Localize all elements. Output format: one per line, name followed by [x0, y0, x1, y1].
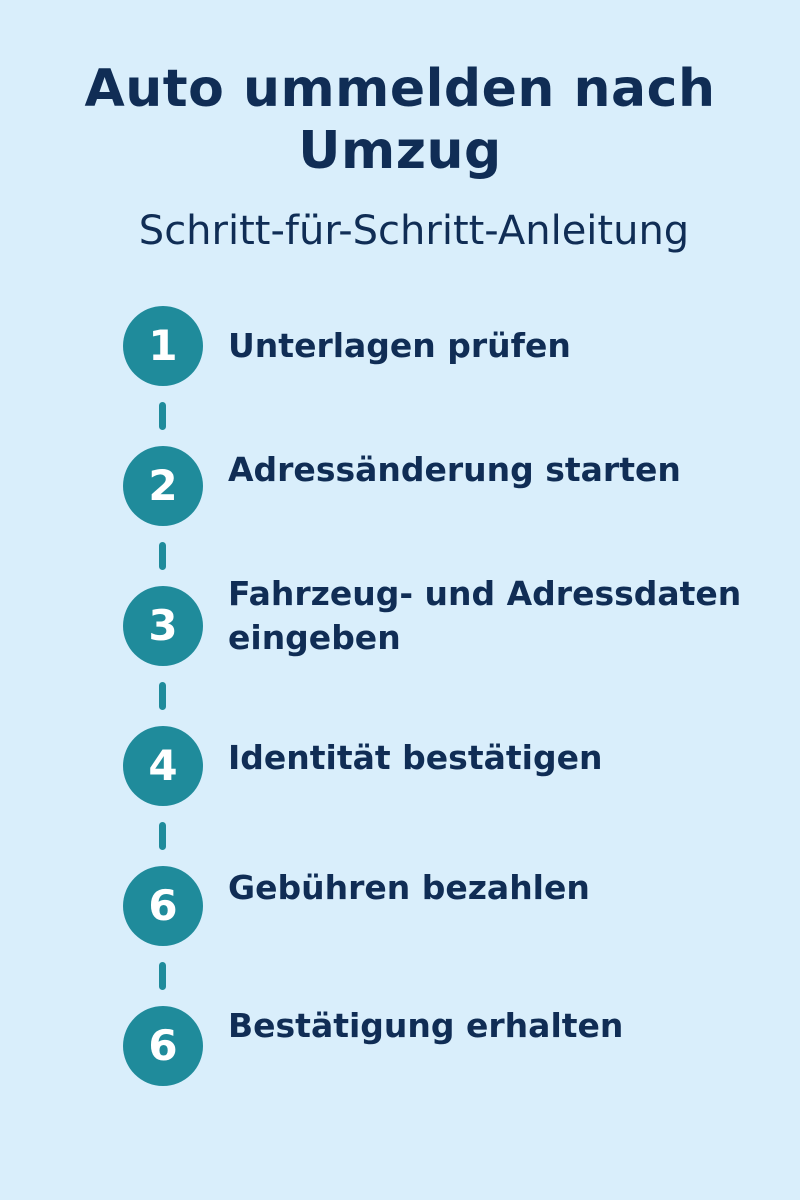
step-label: Identität bestätigen [228, 738, 603, 777]
connector-dash [159, 402, 166, 430]
step-number-badge: 2 [123, 446, 203, 526]
title-line-2: Umzug [298, 121, 502, 181]
connector-dash [159, 542, 166, 570]
title-line-1: Auto ummelden nach [84, 59, 716, 119]
step-6: 6 Bestätigung erhalten [0, 1006, 800, 1086]
step-number-badge: 6 [123, 1006, 203, 1086]
step-label: Adressänderung starten [228, 450, 681, 489]
step-number-badge: 4 [123, 726, 203, 806]
step-label: Fahrzeug- und Adressdaten eingeben [228, 574, 742, 657]
step-label: Gebühren bezahlen [228, 868, 590, 907]
step-2: 2 Adressänderung starten [0, 446, 800, 526]
step-4: 4 Identität bestätigen [0, 726, 800, 806]
connector-dash [159, 822, 166, 850]
step-label: Bestätigung erhalten [228, 1006, 624, 1045]
step-label: Unterlagen prüfen [228, 326, 571, 365]
page-subtitle: Schritt-für-Schritt-Anleitung [138, 208, 690, 254]
step-5: 6 Gebühren bezahlen [0, 866, 800, 946]
connector-dash [159, 962, 166, 990]
step-number-badge: 6 [123, 866, 203, 946]
step-3: 3 Fahrzeug- und Adressdaten eingeben [0, 574, 800, 666]
connector-dash [159, 682, 166, 710]
step-1: 1 Unterlagen prüfen [0, 306, 800, 386]
step-number-badge: 1 [123, 306, 203, 386]
step-number-badge: 3 [123, 586, 203, 666]
page-title: Auto ummelden nach Umzug [0, 58, 800, 182]
